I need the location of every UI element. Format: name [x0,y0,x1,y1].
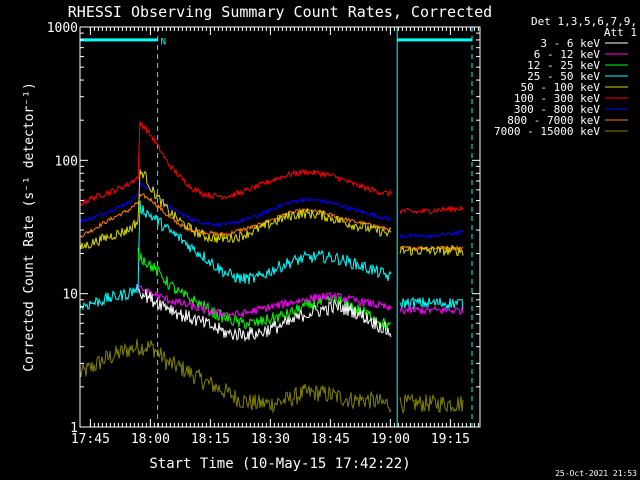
series-100-300-kev [80,121,464,215]
legend-label: 6 - 12 keV [534,48,601,61]
series-line-segment [399,392,464,415]
series-25-50-kev [80,200,464,311]
legend-label: 50 - 100 keV [521,81,601,94]
series-line-segment [399,305,464,316]
series-50-100-kev [80,169,464,257]
y-axis-label: Corrected Count Rate (s⁻¹ detector⁻¹) [22,82,37,372]
x-tick-label: 18:15 [191,432,230,447]
y-tick-label: 10 [62,288,78,303]
legend-label: 7000 - 15000 keV [494,125,600,138]
y-axis: 1 10 100 1000 [47,21,480,436]
legend-header-line: Det 1,3,5,6,7,9, [531,15,637,28]
y-tick-label: 1000 [47,21,78,36]
series-3-6-kev [137,288,392,342]
x-tick-label: 17:45 [71,432,110,447]
legend-label: 100 - 300 keV [514,92,600,105]
series-line-segment [137,284,392,318]
series-6-12-kev [137,284,464,318]
series-line-segment [399,296,464,311]
legend-label: 12 - 25 keV [527,59,600,72]
series-line-segment [137,247,392,331]
legend-label: 3 - 6 keV [540,37,600,50]
series-line-segment [137,288,392,342]
series-line-segment [399,229,464,240]
y-tick-label: 1 [70,421,78,436]
series-line-segment [399,204,464,215]
series-line-segment [80,180,392,228]
series-line-segment [80,121,392,207]
series-7000-15000-kev [80,338,464,415]
x-tick-label: 18:45 [311,432,350,447]
x-axis: 17:45 18:00 18:15 18:30 18:45 19:00 19:15 [71,27,479,447]
plot-area: N [80,27,473,427]
legend-header-line: Att 1 [604,26,637,39]
legend-label: 300 - 800 keV [514,103,600,116]
x-tick-label: 19:15 [431,432,470,447]
series-12-25-kev [137,247,392,331]
series-line-segment [399,244,464,257]
series-line-segment [80,200,392,311]
series-line-segment [80,338,392,414]
x-axis-label: Start Time (10-May-15 17:42:22) [149,456,410,472]
y-tick-label: 100 [55,154,78,169]
series-300-800-kev [80,180,464,240]
footer-timestamp: 25-Oct-2021 21:53 [555,469,637,478]
series-line-segment [80,169,392,250]
annotation-1: N [161,37,166,47]
x-tick-label: 18:00 [131,432,170,447]
x-tick-label: 19:00 [371,432,410,447]
x-tick-label: 18:30 [251,432,290,447]
plot-frame [79,26,481,428]
chart-title: RHESSI Observing Summary Count Rates, Co… [68,3,492,21]
legend-label: 800 - 7000 keV [507,114,600,127]
legend-label: 25 - 50 keV [527,70,600,83]
